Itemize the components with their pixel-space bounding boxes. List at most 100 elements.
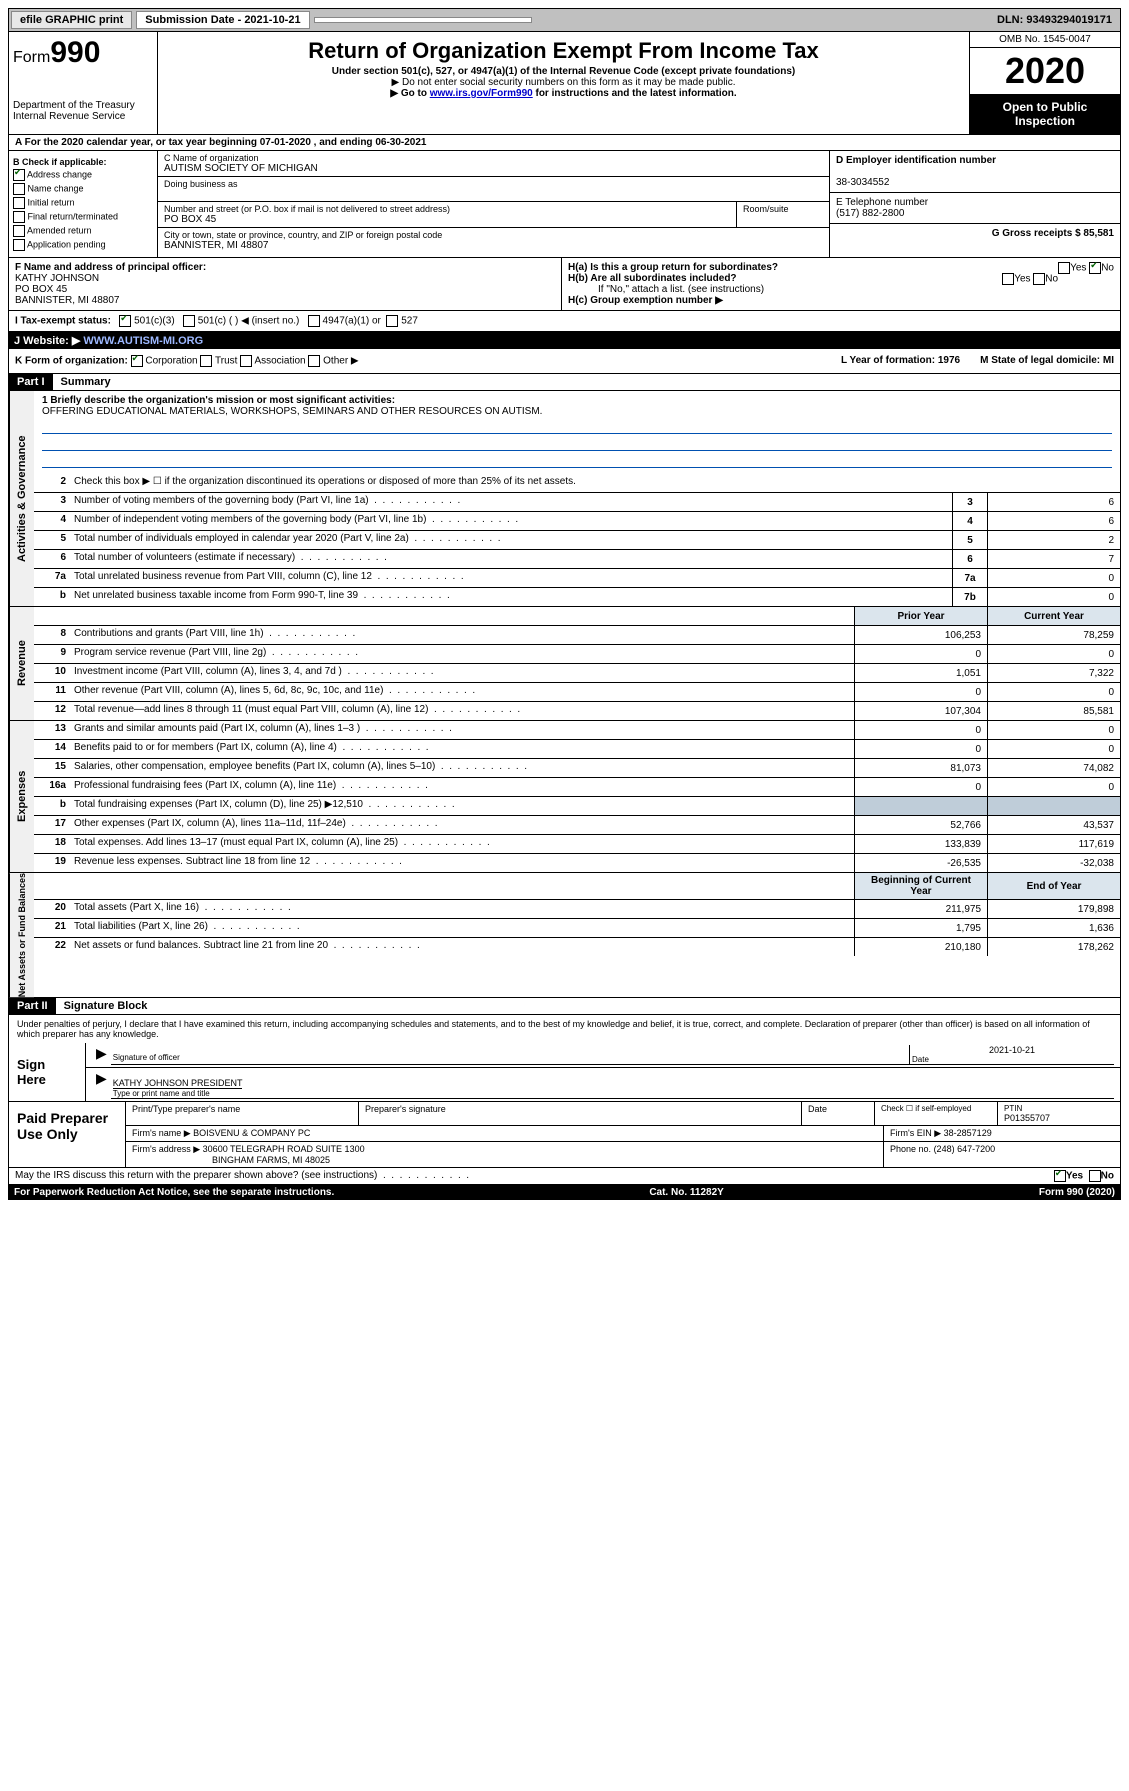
- row-val: 0: [987, 569, 1120, 587]
- submission-date: Submission Date - 2021-10-21: [136, 11, 309, 29]
- prior-val: 106,253: [854, 626, 987, 644]
- current-val: 7,322: [987, 664, 1120, 682]
- row-box: 3: [952, 493, 987, 511]
- hb-no: No: [1045, 274, 1058, 285]
- opt-final: Final return/terminated: [28, 211, 119, 221]
- opt-initial: Initial return: [28, 197, 75, 207]
- i-501c3-chk[interactable]: [119, 315, 131, 327]
- j-label: J Website: ▶: [14, 335, 80, 347]
- prior-val: 0: [854, 740, 987, 758]
- row-num: 17: [34, 816, 70, 834]
- current-val: 0: [987, 645, 1120, 663]
- row-num: 19: [34, 854, 70, 872]
- irs-link[interactable]: www.irs.gov/Form990: [430, 88, 533, 99]
- ha-no-chk[interactable]: [1089, 262, 1101, 274]
- current-val: 85,581: [987, 702, 1120, 720]
- row-num: 13: [34, 721, 70, 739]
- org-city: BANNISTER, MI 48807: [164, 240, 823, 251]
- declare-text: Under penalties of perjury, I declare th…: [9, 1015, 1120, 1043]
- officer-addr2: BANNISTER, MI 48807: [15, 295, 119, 306]
- discuss-row: May the IRS discuss this return with the…: [8, 1168, 1121, 1185]
- ha-yes: Yes: [1070, 263, 1086, 274]
- i-o4: 527: [401, 316, 418, 327]
- row-desc: Grants and similar amounts paid (Part IX…: [70, 721, 854, 739]
- side-expenses: Expenses: [9, 721, 34, 872]
- row-num: 6: [34, 550, 70, 568]
- table-row: 20 Total assets (Part X, line 16) 211,97…: [34, 900, 1120, 919]
- discuss-no-chk[interactable]: [1089, 1170, 1101, 1182]
- row-val: 6: [987, 493, 1120, 511]
- k-o3: Association: [254, 356, 305, 367]
- k-assoc-chk[interactable]: [240, 355, 252, 367]
- efile-btn[interactable]: efile GRAPHIC print: [11, 11, 132, 29]
- side-net: Net Assets or Fund Balances: [9, 873, 34, 997]
- name-label: C Name of organization: [164, 153, 823, 163]
- current-year-header: Current Year: [987, 607, 1120, 625]
- sig-officer-label: Signature of officer: [113, 1053, 907, 1062]
- i-o1: 501(c)(3): [134, 316, 175, 327]
- header-left: Form990 Department of the Treasury Inter…: [9, 32, 158, 134]
- k-corp-chk[interactable]: [131, 355, 143, 367]
- prep-h2: Preparer's signature: [359, 1102, 802, 1125]
- website-link[interactable]: WWW.AUTISM-MI.ORG: [83, 335, 203, 347]
- prior-val: 210,180: [854, 938, 987, 956]
- hb-no-chk[interactable]: [1033, 273, 1045, 285]
- officer-cell: F Name and address of principal officer:…: [9, 258, 562, 310]
- k-o4: Other ▶: [323, 356, 358, 367]
- table-row: 22 Net assets or fund balances. Subtract…: [34, 938, 1120, 956]
- firm-addr2: BINGHAM FARMS, MI 48025: [132, 1155, 330, 1165]
- row-val: 0: [987, 588, 1120, 606]
- row-box: 7a: [952, 569, 987, 587]
- opt-name: Name change: [28, 183, 84, 193]
- row-val: 6: [987, 512, 1120, 530]
- mission-box: 1 Briefly describe the organization's mi…: [34, 391, 1120, 474]
- chk-initial[interactable]: [13, 197, 25, 209]
- opt-amended: Amended return: [27, 225, 92, 235]
- mission-q: 1 Briefly describe the organization's mi…: [42, 395, 395, 406]
- row-val: 2: [987, 531, 1120, 549]
- current-val: 74,082: [987, 759, 1120, 777]
- website-row: J Website: ▶ WWW.AUTISM-MI.ORG: [8, 332, 1121, 349]
- firm-addr1: 30600 TELEGRAPH ROAD SUITE 1300: [203, 1144, 365, 1154]
- i-527-chk[interactable]: [386, 315, 398, 327]
- tax-exempt-row: I Tax-exempt status: 501(c)(3) 501(c) ( …: [8, 311, 1121, 332]
- discuss-yes-chk[interactable]: [1054, 1170, 1066, 1182]
- row-desc: Total assets (Part X, line 16): [70, 900, 854, 918]
- row-num: 9: [34, 645, 70, 663]
- i-4947-chk[interactable]: [308, 315, 320, 327]
- h-b-note: If "No," attach a list. (see instruction…: [568, 284, 1114, 295]
- row-num: 10: [34, 664, 70, 682]
- inspection-badge: Open to Public Inspection: [970, 94, 1120, 134]
- row-desc: Total revenue—add lines 8 through 11 (mu…: [70, 702, 854, 720]
- chk-amended[interactable]: [13, 225, 25, 237]
- hb-yes-chk[interactable]: [1002, 273, 1014, 285]
- chk-pending[interactable]: [13, 239, 25, 251]
- chk-address-change[interactable]: [13, 169, 25, 181]
- i-501c-chk[interactable]: [183, 315, 195, 327]
- current-val: -32,038: [987, 854, 1120, 872]
- row-desc: Program service revenue (Part VIII, line…: [70, 645, 854, 663]
- table-row: 10 Investment income (Part VIII, column …: [34, 664, 1120, 683]
- k-o2: Trust: [215, 356, 237, 367]
- row-fh: F Name and address of principal officer:…: [8, 258, 1121, 311]
- chk-name-change[interactable]: [13, 183, 25, 195]
- chk-final[interactable]: [13, 211, 25, 223]
- table-row: 18 Total expenses. Add lines 13–17 (must…: [34, 835, 1120, 854]
- i-label: I Tax-exempt status:: [15, 316, 111, 327]
- ptin-value: P01355707: [1004, 1113, 1114, 1123]
- current-val: 0: [987, 683, 1120, 701]
- group-return-cell: H(a) Is this a group return for subordin…: [562, 258, 1120, 310]
- prep-h4-check: Check ☐ if self-employed: [875, 1102, 998, 1125]
- firm-phone: (248) 647-7200: [934, 1144, 996, 1154]
- ha-yes-chk[interactable]: [1058, 262, 1070, 274]
- k-trust-chk[interactable]: [200, 355, 212, 367]
- k-other-chk[interactable]: [308, 355, 320, 367]
- opt-address: Address change: [27, 169, 92, 179]
- dba-label: Doing business as: [164, 179, 823, 189]
- subtitle-2: ▶ Do not enter social security numbers o…: [162, 77, 965, 88]
- table-row: 14 Benefits paid to or for members (Part…: [34, 740, 1120, 759]
- footer-right: Form 990 (2020): [1039, 1187, 1115, 1198]
- prior-val: 52,766: [854, 816, 987, 834]
- firm-ein: 38-2857129: [944, 1128, 992, 1138]
- prior-val: 1,795: [854, 919, 987, 937]
